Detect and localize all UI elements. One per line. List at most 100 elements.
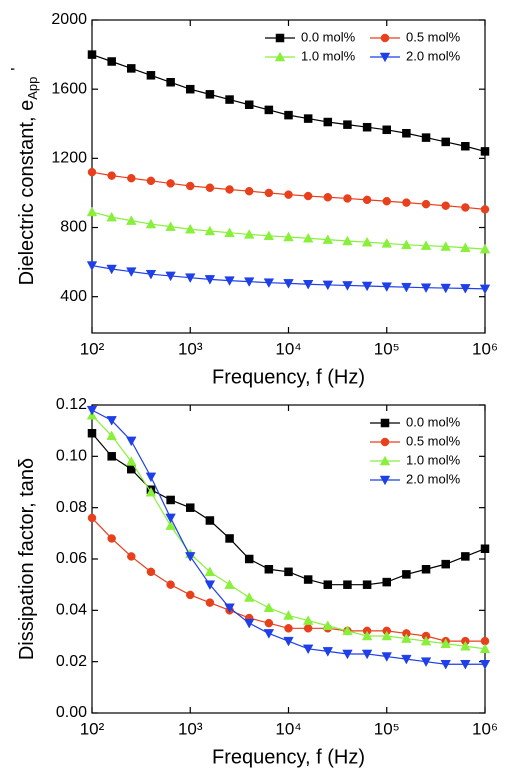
marker	[402, 570, 411, 579]
marker	[126, 267, 137, 277]
marker	[87, 513, 97, 523]
marker	[284, 190, 293, 199]
marker	[303, 114, 313, 123]
marker	[441, 201, 450, 210]
legend-entry: 0.5 mol%	[370, 433, 461, 448]
marker	[302, 232, 314, 243]
marker	[323, 580, 333, 589]
marker	[420, 657, 432, 667]
y-tick-label: 400	[60, 288, 87, 305]
legend-entry: 0.0 mol%	[370, 414, 461, 429]
legend: 0.0 mol% 0.5 mol% 1.0 mol% 2.0 mol%	[265, 29, 461, 63]
marker	[322, 620, 334, 630]
marker	[380, 33, 390, 43]
marker	[107, 57, 116, 66]
marker	[145, 486, 157, 497]
marker	[205, 598, 215, 607]
marker	[243, 618, 255, 629]
marker	[225, 534, 234, 543]
marker	[185, 223, 196, 234]
marker	[127, 173, 136, 183]
marker	[186, 503, 195, 512]
marker	[244, 100, 254, 109]
y-tick-label: 0.12	[56, 396, 87, 413]
marker	[460, 284, 471, 294]
marker	[186, 590, 195, 600]
y-axis-label: Dissipation factor, tanδ	[16, 458, 38, 660]
marker	[362, 195, 372, 205]
marker	[126, 215, 137, 225]
marker	[461, 552, 470, 561]
marker	[165, 271, 176, 282]
marker	[382, 125, 391, 135]
marker	[263, 278, 275, 289]
marker	[322, 647, 334, 657]
marker	[205, 183, 215, 192]
marker	[107, 452, 116, 461]
x-tick-label: 10⁶	[472, 339, 498, 358]
marker	[421, 133, 431, 142]
marker	[87, 50, 97, 59]
marker	[479, 284, 491, 295]
series	[86, 405, 491, 670]
marker	[186, 84, 195, 94]
marker	[379, 455, 391, 466]
marker	[145, 218, 157, 229]
marker	[263, 602, 275, 613]
y-axis-label-main: Dissipation factor, tanδ	[16, 458, 38, 660]
marker	[284, 624, 293, 633]
marker	[283, 279, 294, 289]
marker	[420, 635, 432, 646]
y-tick-label: 0.00	[56, 704, 87, 721]
series	[87, 50, 490, 156]
marker	[166, 78, 175, 87]
marker	[275, 33, 285, 43]
marker	[361, 630, 373, 641]
series	[86, 261, 491, 295]
marker	[401, 282, 412, 293]
legend-label: 2.0 mol%	[406, 48, 461, 63]
marker	[461, 141, 470, 151]
marker	[205, 90, 215, 99]
y-tick-label: 800	[60, 219, 87, 236]
x-tick-label: 10⁵	[374, 719, 400, 738]
marker	[343, 194, 352, 203]
y-tick-label: 0.04	[56, 602, 87, 619]
marker	[440, 241, 451, 251]
marker	[362, 122, 372, 132]
marker	[107, 171, 116, 180]
marker	[106, 264, 117, 275]
marker	[343, 120, 352, 129]
marker	[87, 428, 97, 438]
marker	[204, 580, 216, 590]
marker	[185, 552, 196, 562]
legend-entry: 1.0 mol%	[370, 452, 461, 467]
marker	[166, 495, 175, 505]
legend-label: 1.0 mol%	[406, 452, 461, 467]
marker	[106, 211, 117, 222]
x-tick-label: 10⁴	[275, 719, 301, 738]
marker	[303, 191, 313, 201]
marker	[382, 577, 391, 587]
marker	[323, 193, 333, 202]
marker	[379, 475, 391, 486]
marker	[243, 229, 255, 239]
marker	[440, 659, 451, 670]
legend-label: 0.5 mol%	[406, 433, 461, 448]
marker	[361, 281, 373, 292]
legend: 0.0 mol% 0.5 mol% 1.0 mol% 2.0 mol%	[370, 414, 461, 486]
legend-entry: 1.0 mol%	[265, 48, 356, 63]
marker	[480, 205, 490, 214]
marker	[362, 580, 372, 589]
marker	[380, 437, 390, 447]
y-tick-label: 2000	[51, 11, 87, 28]
marker	[106, 430, 117, 441]
marker	[264, 618, 274, 628]
marker	[127, 552, 136, 561]
marker	[283, 610, 294, 620]
marker	[145, 472, 157, 483]
marker	[460, 640, 471, 651]
marker	[264, 105, 274, 115]
